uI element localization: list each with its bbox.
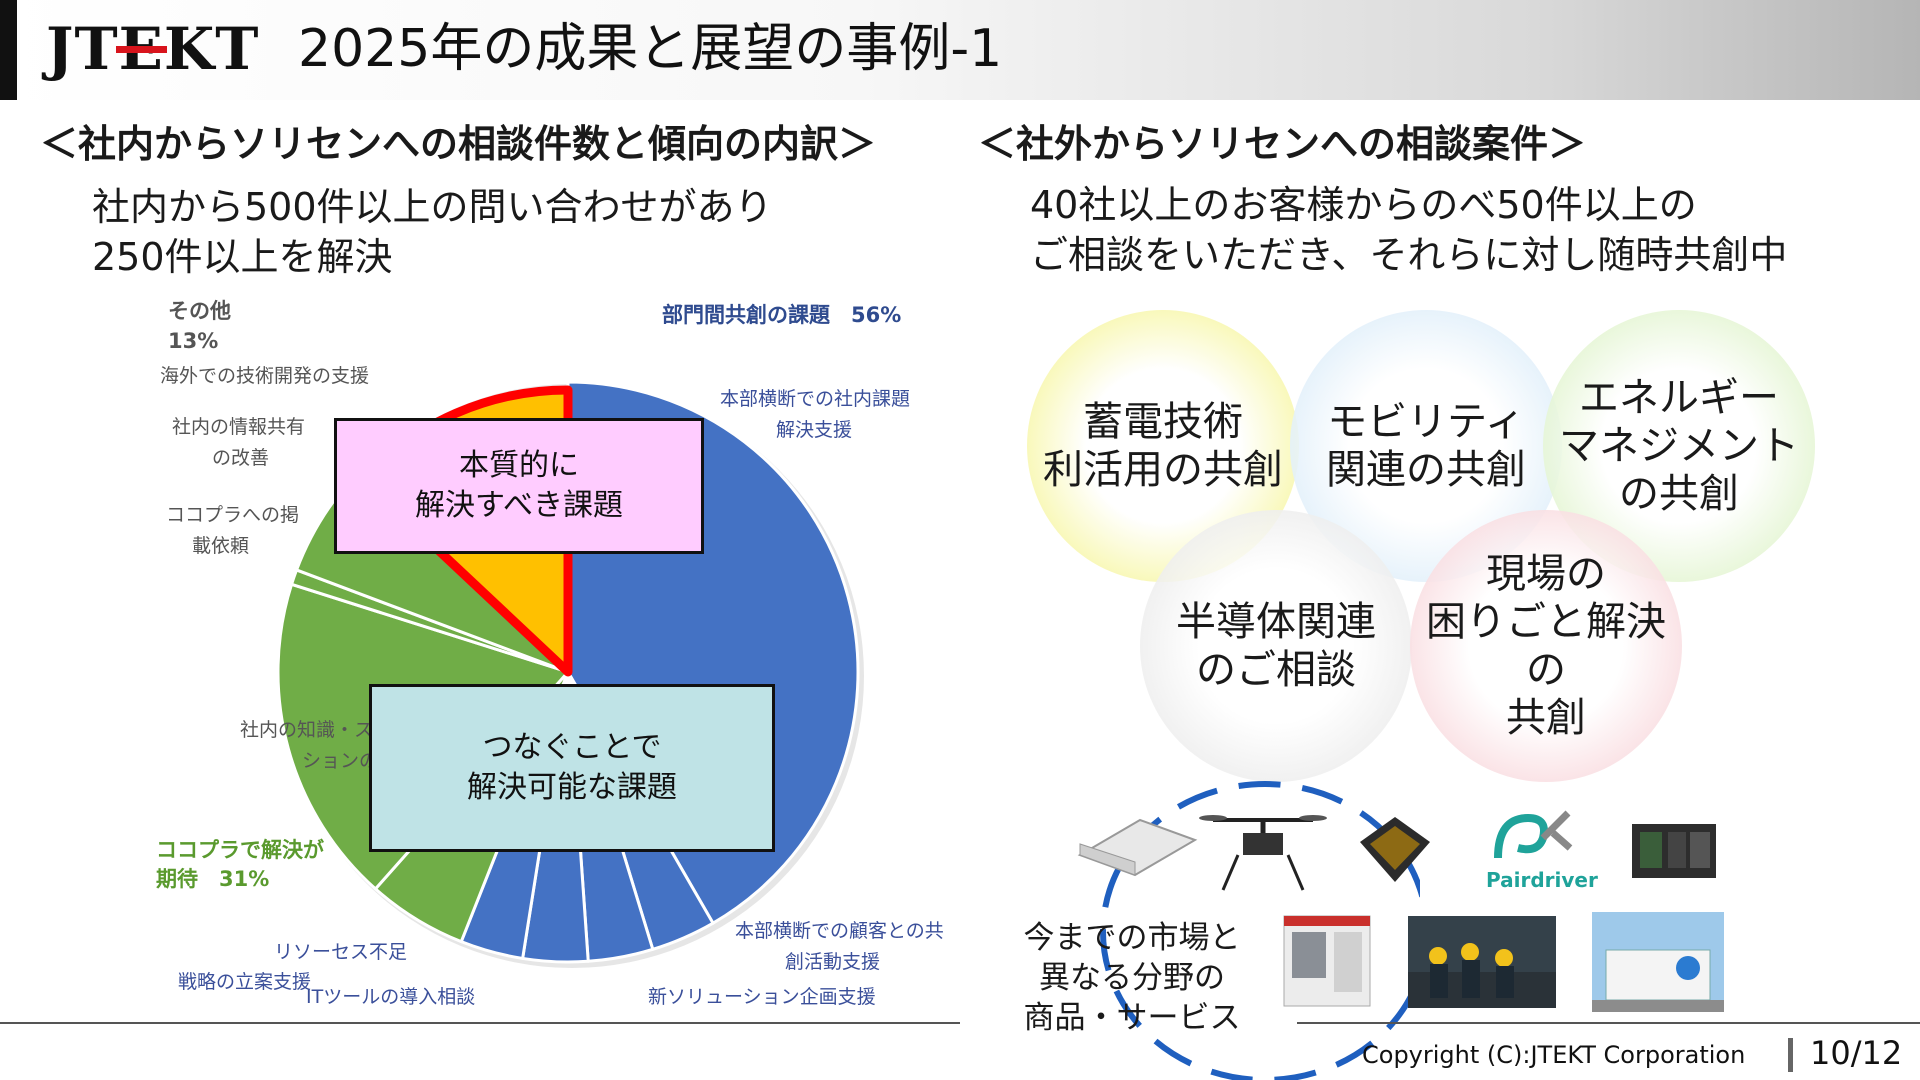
- footer-divider-right: [1297, 1022, 1920, 1024]
- semiconductor-module-image: [1360, 817, 1430, 882]
- right-lead-line-1: 40社以上のお客様からのべ50件以上の: [1030, 183, 1697, 227]
- pct-other-value: 13%: [168, 329, 219, 353]
- header-bar: [0, 0, 1920, 100]
- callout-essential-issues: 本質的に 解決すべき課題: [334, 418, 704, 554]
- label-knowledge-1: 社内の知識・ス: [240, 719, 374, 741]
- label-kokopura-post-2: 載依頼: [192, 535, 250, 557]
- machine-tool-image: [1283, 915, 1371, 1007]
- pct-dept: 部門間共創の課題 56%: [662, 303, 902, 327]
- left-lead-line-2: 250件以上を解決: [92, 235, 393, 279]
- label-hq-customer-2: 創活動支援: [785, 951, 881, 973]
- header-accent-edge: [0, 0, 17, 100]
- circle-semiconductor: 半導体関連 のご相談: [1140, 510, 1412, 782]
- controller-unit-image: [1632, 824, 1716, 878]
- label-hq-customer-1: 本部横断での顧客との共: [735, 920, 944, 942]
- label-info-share-1: 社内の情報共有: [172, 416, 306, 438]
- left-section-heading: ＜社内からソリセンへの相談件数と傾向の内訳＞: [40, 122, 877, 166]
- dashed-ring: [1100, 781, 1420, 1080]
- label-it-tools: ITツールの導入相談: [306, 986, 476, 1008]
- footer-divider-left: [0, 1022, 960, 1024]
- drone-image: [1199, 815, 1327, 891]
- page-title: 2025年の成果と展望の事例-1: [298, 19, 1003, 79]
- battery-pack-image: [1077, 818, 1198, 877]
- label-overseas: 海外での技術開発の支援: [160, 365, 370, 387]
- circle-field-problems: 現場の 困りごと解決の 共創: [1410, 510, 1682, 782]
- label-new-solution: 新ソリューション企画支援: [648, 986, 876, 1008]
- page-number: 10/12: [1810, 1034, 1903, 1072]
- pct-kokopura-line-1: ココプラで解決が: [156, 838, 324, 862]
- label-hq-internal-2: 解決支援: [776, 419, 853, 441]
- pairdriver-logo-icon: [1494, 810, 1573, 859]
- label-hq-internal-1: 本部横断での社内課題: [720, 388, 911, 410]
- right-lead-line-2: ご相談をいただき、それらに対し随時共創中: [1030, 233, 1788, 277]
- callout-connectable-issues: つなぐことで 解決可能な課題: [369, 684, 775, 852]
- label-resource: リソーセス不足: [274, 941, 408, 963]
- label-kokopura-post-1: ココプラへの掲: [166, 504, 300, 526]
- right-section-heading: ＜社外からソリセンへの相談案件＞: [978, 122, 1587, 166]
- pct-kokopura-line-2: 期待 31%: [156, 867, 270, 891]
- copyright: Copyright (C):JTEKT Corporation: [1362, 1041, 1746, 1069]
- pct-other-label: その他: [168, 299, 231, 323]
- factory-workers-photo: [1408, 916, 1556, 1008]
- left-lead-line-1: 社内から500件以上の問い合わせがあり: [92, 185, 773, 229]
- storage-container-photo: [1592, 912, 1724, 1012]
- jtekt-logo: JTE KT: [46, 15, 260, 83]
- products-caption: 今までの市場と 異なる分野の 商品・サービス: [1023, 920, 1241, 1036]
- label-info-share-2: の改善: [212, 447, 270, 469]
- page-number-separator: [1788, 1038, 1793, 1072]
- label-strategy: 戦略の立案支援: [178, 971, 312, 993]
- pairdriver-label: Pairdriver: [1486, 868, 1598, 892]
